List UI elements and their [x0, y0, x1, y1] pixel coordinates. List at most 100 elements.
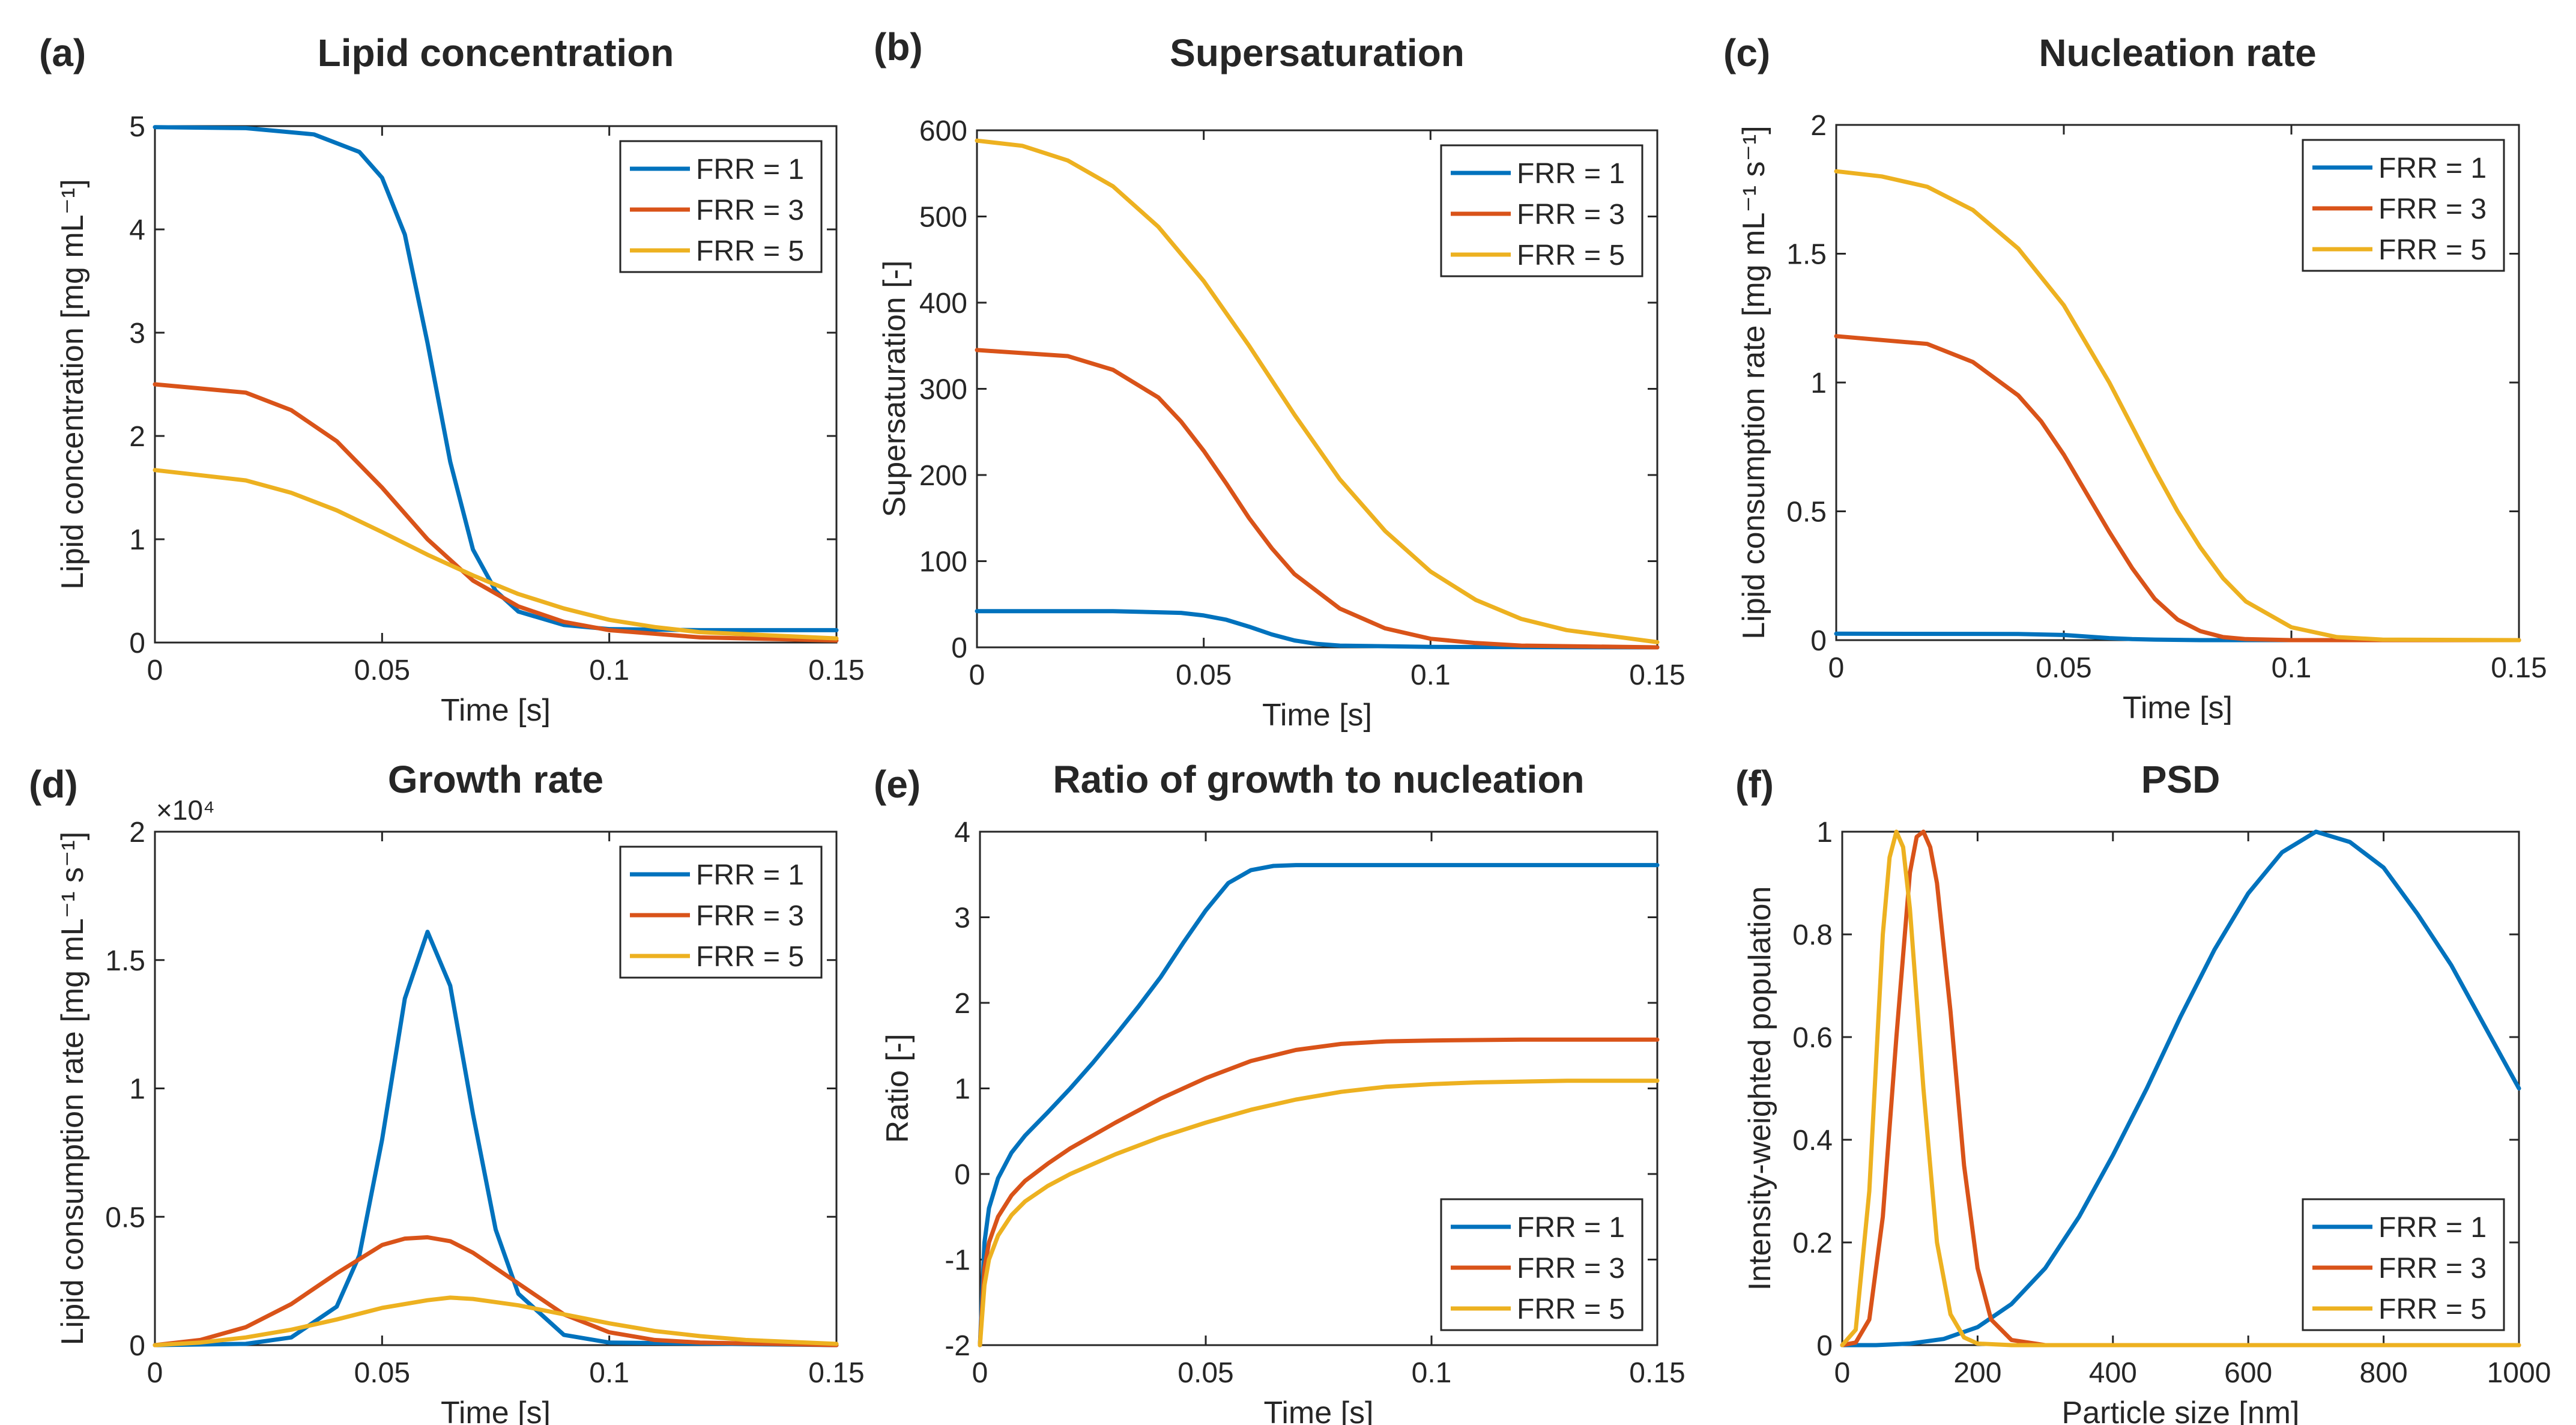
legend-label: FRR = 5 — [696, 235, 804, 267]
y-tick-label: 4 — [954, 817, 970, 849]
y-tick-label: 300 — [919, 374, 967, 406]
x-tick-label: 400 — [2089, 1357, 2137, 1389]
chart-title: PSD — [2141, 758, 2221, 801]
y-tick-label: 1 — [129, 524, 145, 556]
legend-label: FRR = 5 — [1517, 240, 1625, 271]
legend-label: FRR = 5 — [2378, 234, 2487, 266]
panel-5: 0 0.05 0.1 0.15 -2 -1 0 1 2 3 4 (e) Ratio of growth … — [874, 758, 1686, 1425]
x-tick-label: 0.1 — [1412, 1357, 1452, 1389]
chart-title: Supersaturation — [1170, 31, 1465, 74]
x-tick-label: 200 — [1953, 1357, 2001, 1389]
y-tick-label: 2 — [129, 817, 145, 849]
legend-label: FRR = 1 — [1517, 1212, 1625, 1244]
legend: FRR = 1 FRR = 3 FRR = 5 — [1440, 1198, 1643, 1331]
x-tick-label: 0 — [147, 655, 163, 686]
series-line-frr3 — [1834, 334, 2521, 643]
x-tick-label: 0.05 — [1176, 659, 1232, 691]
x-axis-label: Particle size [nm] — [2062, 1396, 2300, 1425]
legend-label: FRR = 1 — [1517, 158, 1625, 190]
series-line-frr3 — [978, 1037, 1660, 1348]
y-tick-label: 0.4 — [1792, 1125, 1833, 1157]
legend-label: FRR = 3 — [1517, 199, 1625, 231]
series-line-frr3 — [153, 382, 839, 643]
y-axis-label: Lipid consumption rate [mg mL⁻¹ s⁻¹] — [1737, 126, 1771, 639]
panel-letter: (b) — [874, 25, 923, 68]
legend-label: FRR = 3 — [1517, 1253, 1625, 1284]
y-tick-label: 1.5 — [1786, 239, 1827, 271]
y-axis-label: Supersaturation [-] — [877, 261, 912, 518]
x-tick-label: 0.1 — [589, 655, 629, 686]
series-line-frr3 — [1840, 829, 2521, 1348]
x-tick-label: 600 — [2224, 1357, 2272, 1389]
x-axis-label: Time [s] — [441, 1396, 551, 1425]
legend: FRR = 1 FRR = 3 FRR = 5 — [619, 846, 823, 979]
x-tick-label: 0.05 — [1178, 1357, 1233, 1389]
legend-label: FRR = 3 — [696, 900, 804, 932]
series-line-frr3 — [975, 348, 1660, 650]
x-tick-label: 0.15 — [808, 655, 864, 686]
y-tick-label: 4 — [129, 214, 145, 246]
x-tick-label: 0.1 — [589, 1357, 629, 1389]
series-line-frr5 — [153, 1295, 839, 1348]
y-tick-label: -1 — [945, 1245, 970, 1277]
y-tick-label: 5 — [129, 111, 145, 143]
panel-4: 0 0.05 0.1 0.15 0 0.5 1 1.5 2 ×10⁴ (d) Growth rate T… — [29, 758, 865, 1425]
panel-letter: (f) — [1735, 763, 1774, 806]
x-tick-label: 0.15 — [1629, 659, 1685, 691]
panel-2: 0 0.05 0.1 0.15 0 100 200 300 400 500 600 (b) Supers… — [874, 25, 1686, 733]
panel-letter: (c) — [1723, 31, 1770, 74]
series-line-frr3 — [153, 1235, 839, 1348]
x-tick-label: 0 — [147, 1357, 163, 1389]
x-tick-label: 0 — [969, 659, 985, 691]
y-tick-label: 600 — [919, 115, 967, 147]
y-tick-label: 0 — [129, 628, 145, 659]
y-tick-label: 0.5 — [105, 1202, 145, 1233]
y-tick-label: 0.5 — [1786, 497, 1827, 528]
y-axis-label: Ratio [-] — [880, 1033, 915, 1143]
x-tick-label: 0 — [972, 1357, 988, 1389]
legend-label: FRR = 1 — [2378, 153, 2487, 184]
series-line-frr5 — [978, 1079, 1660, 1348]
y-tick-label: 0.2 — [1792, 1227, 1833, 1259]
x-tick-label: 0.15 — [2491, 652, 2547, 684]
series-line-frr5 — [1834, 169, 2521, 643]
series-line-frr5 — [153, 468, 839, 641]
y-tick-label: 1 — [1816, 817, 1833, 849]
x-tick-label: 0.15 — [1629, 1357, 1685, 1389]
series-line-frr5 — [1840, 829, 2521, 1348]
legend-label: FRR = 1 — [2378, 1212, 2487, 1244]
chart-title: Growth rate — [388, 758, 603, 801]
y-tick-label: 0 — [951, 632, 967, 664]
legend: FRR = 1 FRR = 3 FRR = 5 — [619, 140, 823, 273]
legend-label: FRR = 5 — [696, 941, 804, 973]
legend-label: FRR = 1 — [696, 859, 804, 891]
y-tick-label: 3 — [954, 903, 970, 934]
y-tick-label: 2 — [954, 988, 970, 1020]
y-tick-label: -2 — [945, 1330, 970, 1362]
chart-title: Lipid concentration — [318, 31, 674, 74]
panel-3: 0 0.05 0.1 0.15 0 0.5 1 1.5 2 (c) Nucleation rate T… — [1723, 31, 2547, 725]
y-tick-label: 3 — [129, 318, 145, 349]
y-tick-label: 1 — [954, 1074, 970, 1106]
y-tick-label: 0.8 — [1792, 919, 1833, 951]
chart-title: Ratio of growth to nucleation — [1053, 758, 1584, 801]
legend-label: FRR = 1 — [696, 154, 804, 186]
panel-letter: (e) — [874, 763, 921, 806]
x-tick-label: 0.1 — [2272, 652, 2312, 684]
series-line-frr1 — [978, 863, 1660, 1348]
y-tick-label: 0.6 — [1792, 1022, 1833, 1054]
legend-label: FRR = 3 — [2378, 1253, 2487, 1284]
legend-label: FRR = 3 — [696, 195, 804, 226]
y-tick-label: 500 — [919, 202, 967, 234]
x-tick-label: 0.1 — [1410, 659, 1451, 691]
y-axis-label: Intensity-weighted population — [1743, 886, 1777, 1291]
legend-label: FRR = 3 — [2378, 193, 2487, 225]
legend-label: FRR = 5 — [1517, 1293, 1625, 1325]
x-tick-label: 0.05 — [354, 1357, 410, 1389]
series-line-frr1 — [1840, 829, 2521, 1348]
y-tick-label: 0 — [954, 1159, 970, 1191]
y-tick-label: 0 — [129, 1330, 145, 1362]
panel-letter: (d) — [29, 763, 78, 806]
y-tick-label: 0 — [1816, 1330, 1833, 1362]
